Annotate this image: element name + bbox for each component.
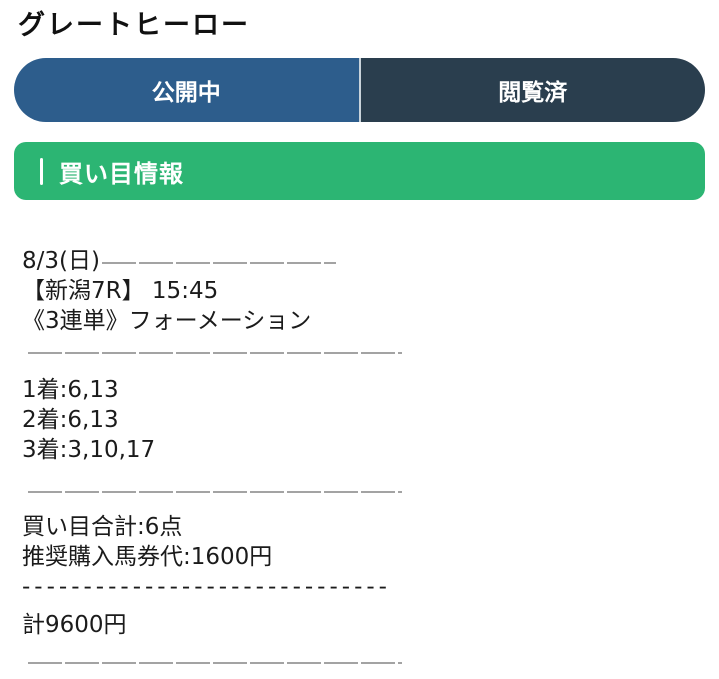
date-divider-line [101,262,336,264]
tab-viewed[interactable]: 閲覧済 [358,58,705,122]
bet-row-first: 1着:6,13 [22,377,119,403]
tab-bar: 公開中 閲覧済 [14,58,705,122]
race-date-row: 8/3(日) [22,246,719,276]
tab-now-open[interactable]: 公開中 [14,58,359,122]
divider-line [28,352,402,354]
betting-info-content: 8/3(日) 【新潟7R】 15:45 《3連単》フォーメーション 1着:6,1… [22,246,719,664]
section-title: 買い目情報 [59,159,184,188]
banner-accent-bar [40,157,43,185]
race-name-time: 【新潟7R】 15:45 [22,278,219,304]
dashed-separator: ------------------------------ [22,574,391,600]
summary-recommended-cost: 推奨購入馬券代:1600円 [22,544,273,570]
summary-total-points: 買い目合計:6点 [22,514,183,540]
section-banner: 買い目情報 [14,142,705,200]
divider-line [28,662,402,664]
race-bet-type: 《3連単》フォーメーション [22,308,312,334]
summary-total-amount: 計9600円 [22,612,127,638]
divider-line [28,491,402,493]
bet-row-third: 3着:3,10,17 [22,437,156,463]
bet-row-second: 2着:6,13 [22,407,119,433]
page-title: グレートヒーロー [18,10,250,41]
race-date: 8/3(日) [22,248,100,274]
